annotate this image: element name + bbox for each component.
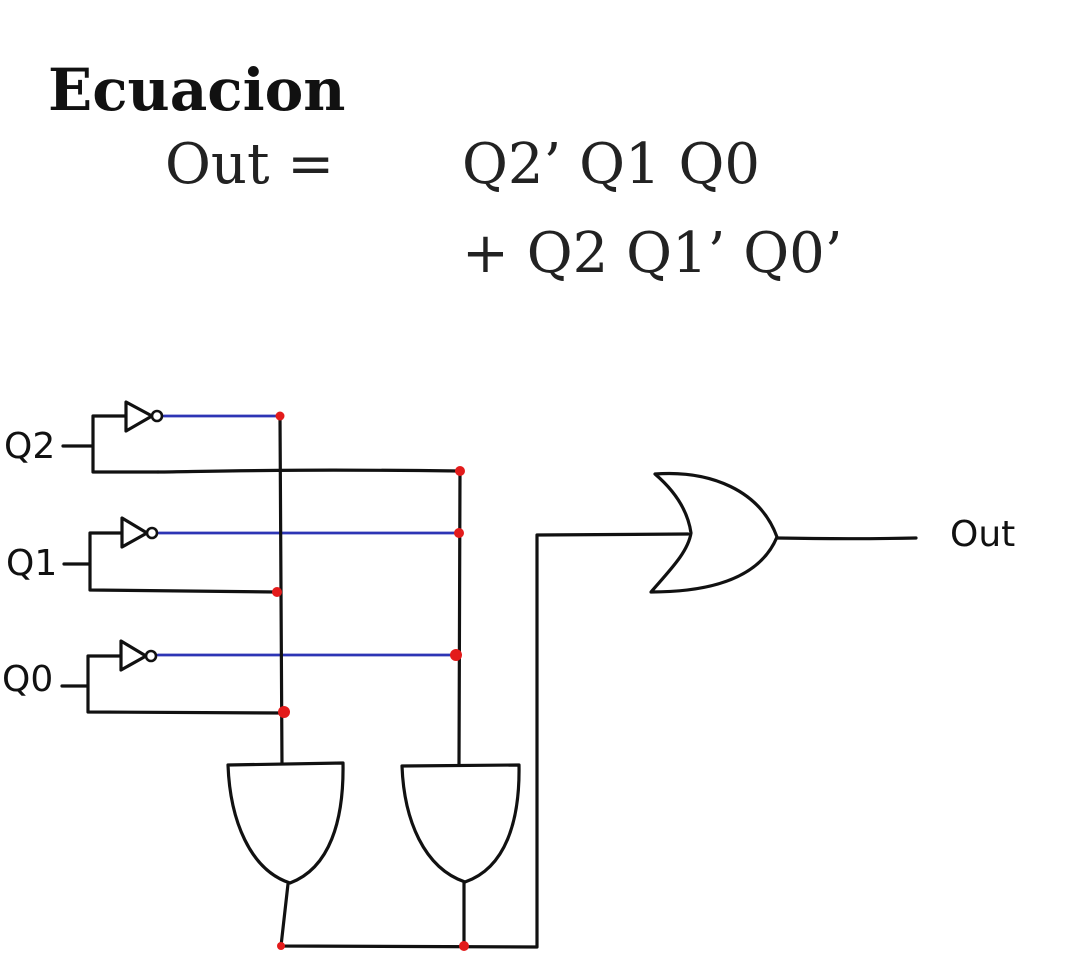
junction-dot xyxy=(278,706,290,718)
wire-and-to-or xyxy=(279,532,690,949)
equation-term-2: + Q2 Q1’ Q0’ xyxy=(462,221,843,286)
equation-term-1: Q2’ Q1 Q0 xyxy=(462,132,760,197)
wire-q0-branch xyxy=(60,654,286,715)
input-label-q0: Q0 xyxy=(2,659,53,700)
inverted-wires xyxy=(156,414,460,657)
junction-dot xyxy=(455,466,465,476)
wire-output xyxy=(775,536,918,541)
input-label-q2: Q2 xyxy=(4,426,55,467)
wire-q1-branch xyxy=(62,531,278,594)
and-gate-1 xyxy=(226,761,345,885)
input-label-q1: Q1 xyxy=(6,543,57,584)
equation-lhs: Out = xyxy=(165,132,334,197)
junction-dot xyxy=(275,411,285,421)
not-gate-q2 xyxy=(124,400,164,433)
equation-title: Ecuacion xyxy=(48,56,345,124)
equation: Ecuacion Out = Q2’ Q1 Q0 + Q2 Q1’ Q0’ xyxy=(48,56,843,286)
junction-dot xyxy=(459,941,469,951)
junction-dot xyxy=(454,528,464,538)
input-wires xyxy=(60,414,461,715)
wire-q2-branch xyxy=(61,414,160,474)
junction-dot xyxy=(277,942,285,950)
bus-and-2 xyxy=(457,469,462,768)
not-gate-q0 xyxy=(119,639,158,672)
not-gate-q1 xyxy=(120,516,159,549)
junction-dot xyxy=(450,649,462,661)
and-gate-2 xyxy=(400,763,521,884)
or-gate xyxy=(649,471,779,594)
junctions xyxy=(272,411,469,951)
output-label: Out xyxy=(950,514,1015,555)
wire-q2-true xyxy=(156,468,461,474)
junction-dot xyxy=(272,587,282,597)
